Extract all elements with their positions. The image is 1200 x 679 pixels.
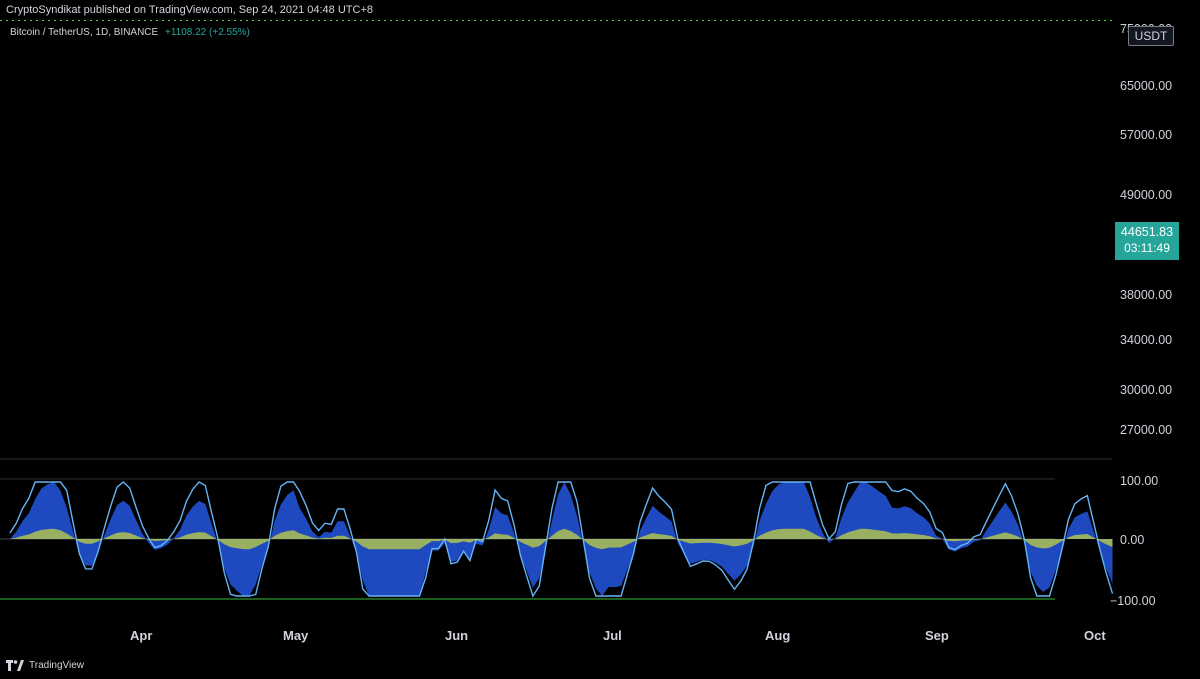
time-tick: May [283,628,309,643]
bar-countdown: 03:11:49 [1124,241,1170,255]
price-tick: 38000.00 [1120,288,1172,302]
time-tick: Sep [925,628,949,643]
time-tick: Oct [1084,628,1106,643]
tradingview-logo[interactable]: TradingView [6,660,84,671]
price-tick: 65000.00 [1120,79,1172,93]
symbol-label[interactable]: Bitcoin / TetherUS, 1D, BINANCE [10,27,159,38]
price-tick: 49000.00 [1120,188,1172,202]
footer: TradingView [0,656,1200,679]
time-tick: Aug [765,628,790,643]
time-tick: Jun [445,628,468,643]
tradingview-brand: TradingView [29,660,85,671]
oscillator-histogram [10,528,1113,550]
tradingview-logo-icon [6,660,24,671]
last-price-value: 44651.83 [1120,225,1174,239]
time-axis[interactable]: Apr May Jun Jul Aug Sep Oct [130,628,1106,643]
oscillator-tick: 0.00 [1120,533,1144,547]
oscillator-tick: −100.00 [1110,594,1156,608]
currency-button[interactable]: USDT [1128,26,1174,46]
top-bar: CryptoSyndikat published on TradingView.… [0,0,1200,20]
time-tick: Apr [130,628,152,643]
change-label: +1108.22 (+2.55%) [164,27,250,38]
price-tick: 34000.00 [1120,333,1172,347]
last-price-label: 44651.83 03:11:49 [1115,222,1179,260]
price-tick: 30000.00 [1120,383,1172,397]
symbol-legend[interactable]: Bitcoin / TetherUS, 1D, BINANCE +1108.22… [10,27,250,38]
price-tick: 27000.00 [1120,423,1172,437]
oscillator-tick: 100.00 [1120,474,1158,488]
published-text: CryptoSyndikat published on TradingView.… [6,4,373,16]
price-tick: 57000.00 [1120,128,1172,142]
time-tick: Jul [603,628,622,643]
oscillator-pane [0,478,1114,600]
oscillator-signal-line [9,481,1114,598]
oscillator-axis[interactable]: 100.00 0.00 −100.00 [1110,474,1158,608]
